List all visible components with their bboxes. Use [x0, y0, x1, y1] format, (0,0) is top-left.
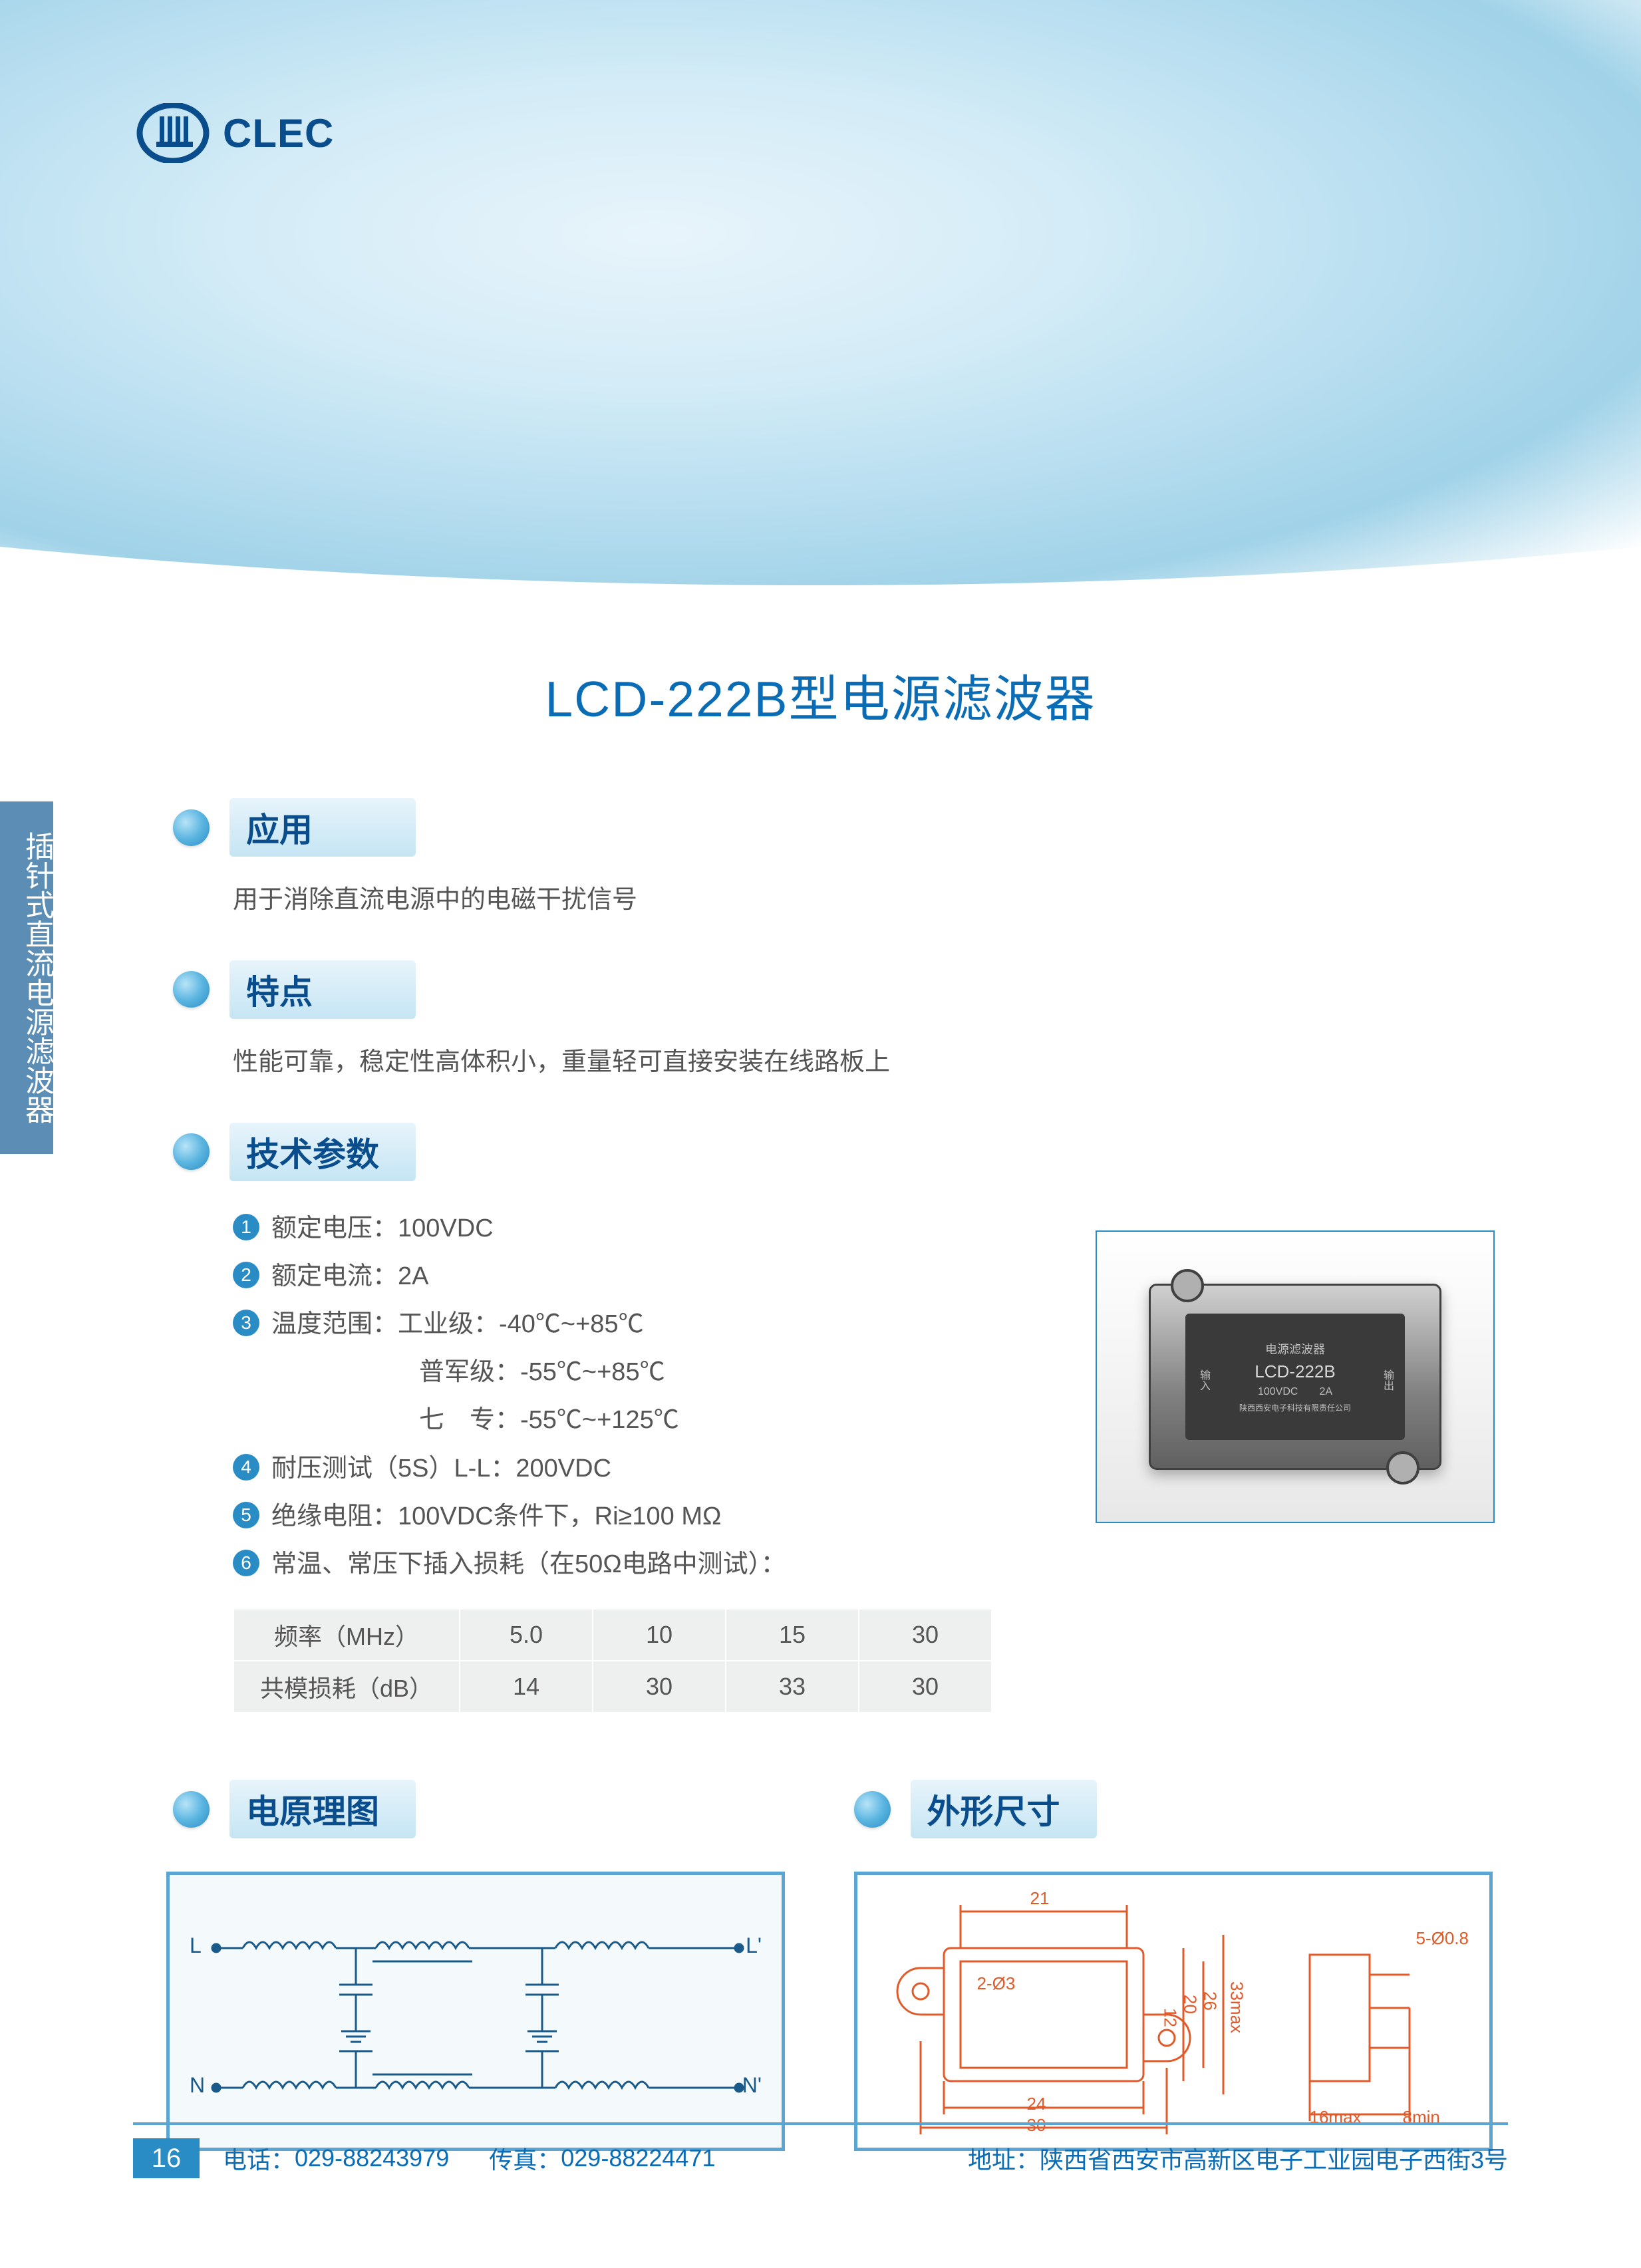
dim-label: 12 [1160, 2008, 1181, 2027]
device-label-top: 电源滤波器 [1265, 1340, 1325, 1357]
device-label-out: 输出 [1379, 1369, 1395, 1391]
section-header-specs: 技术参数 [173, 1123, 1508, 1181]
section-header-application: 应用 [173, 798, 1508, 857]
table-cell: 频率（MHz） [233, 1609, 460, 1661]
dim-label: 24 [1027, 2094, 1046, 2114]
product-photo: 电源滤波器 输入 LCD-222B 100VDC 2A 输出 陕西西安电子科技有… [1096, 1230, 1495, 1523]
section-title: 电原理图 [229, 1780, 416, 1838]
table-cell: 30 [859, 1609, 992, 1661]
circuit-label-L-prime: L' [746, 1933, 762, 1958]
table-row: 频率（MHz） 5.0 10 15 30 [233, 1609, 992, 1661]
circuit-diagram: L L' N N' [166, 1872, 785, 2151]
bullet-icon [173, 971, 210, 1008]
bullet-icon [173, 809, 210, 846]
table-cell: 14 [460, 1661, 593, 1713]
dim-label: 21 [1030, 1888, 1050, 1909]
section-title: 应用 [229, 798, 416, 857]
circuit-label-L: L [190, 1933, 202, 1958]
mount-hole-icon [1171, 1269, 1204, 1302]
section-header-dimensions: 外形尺寸 [854, 1780, 1509, 1838]
spec-number: 3 [233, 1310, 259, 1336]
spec-number: 1 [233, 1214, 259, 1240]
spec-number: 4 [233, 1454, 259, 1481]
section-header-circuit: 电原理图 [173, 1780, 827, 1838]
dim-label: 5-Ø0.8 [1416, 1928, 1469, 1949]
spec-item: 6 常温、常压下插入损耗（在50Ω电路中测试）： [233, 1540, 1508, 1588]
table-row: 共模损耗（dB） 14 30 33 30 [233, 1661, 992, 1713]
circuit-label-N-prime: N' [742, 2073, 762, 2098]
fax-value: 029-88224471 [561, 2144, 715, 2172]
circuit-label-N: N [190, 2073, 205, 2098]
addr-label: 地址： [968, 2141, 1040, 2176]
mount-hole-icon [1386, 1451, 1419, 1485]
spec-text: 温度范围：工业级：-40℃~+85℃ [271, 1300, 644, 1348]
dimensions-column: 外形尺寸 [854, 1780, 1509, 2151]
dim-label: 33max [1227, 1981, 1247, 2033]
dimension-drawing: 21 2-Ø3 24 30 12 20 26 33max 5-Ø0.8 16ma… [854, 1872, 1493, 2151]
fax-label: 传真： [489, 2141, 561, 2176]
bullet-icon [173, 1133, 210, 1170]
device-model: LCD-222B [1255, 1361, 1335, 1382]
device-company: 陕西西安电子科技有限责任公司 [1239, 1402, 1351, 1413]
bullet-icon [854, 1791, 891, 1828]
spec-text: 额定电流：2A [271, 1252, 428, 1300]
two-column-row: 电原理图 [173, 1780, 1508, 2151]
circuit-column: 电原理图 [173, 1780, 827, 2151]
spec-text: 常温、常压下插入损耗（在50Ω电路中测试）： [271, 1540, 786, 1588]
section-title: 外形尺寸 [911, 1780, 1097, 1838]
section-title: 技术参数 [229, 1123, 416, 1181]
table-cell: 30 [859, 1661, 992, 1713]
table-cell: 30 [593, 1661, 726, 1713]
spec-number: 2 [233, 1262, 259, 1288]
page-number: 16 [133, 2138, 200, 2178]
device-label-panel: 电源滤波器 输入 LCD-222B 100VDC 2A 输出 陕西西安电子科技有… [1185, 1314, 1405, 1440]
page-title: LCD-222B型电源滤波器 [545, 658, 1096, 731]
spec-number: 5 [233, 1502, 259, 1528]
bullet-icon [173, 1791, 210, 1828]
spec-text: 额定电压：100VDC [271, 1205, 494, 1252]
device-rating: 100VDC 2A [1255, 1382, 1335, 1398]
table-cell: 15 [726, 1609, 859, 1661]
addr-value: 陕西省西安市高新区电子工业园电子西街3号 [1040, 2141, 1508, 2176]
phone-label: 电话： [223, 2141, 295, 2176]
dim-label: 30 [1027, 2115, 1046, 2136]
table-cell: 5.0 [460, 1609, 593, 1661]
table-cell: 共模损耗（dB） [233, 1661, 460, 1713]
device-label-in: 输入 [1195, 1369, 1211, 1391]
frequency-table: 频率（MHz） 5.0 10 15 30 共模损耗（dB） 14 30 33 3… [233, 1608, 992, 1713]
dim-label: 2-Ø3 [977, 1973, 1016, 1994]
page-footer: 16 电话： 029-88243979 传真： 029-88224471 地址：… [133, 2138, 1508, 2178]
section-header-features: 特点 [173, 960, 1508, 1019]
brand-logo: CLEC [136, 103, 334, 163]
table-cell: 33 [726, 1661, 859, 1713]
section-title: 特点 [229, 960, 416, 1019]
spec-text: 绝缘电阻：100VDC条件下，Ri≥100 MΩ [271, 1492, 721, 1540]
logo-text: CLEC [223, 110, 334, 156]
header-banner [0, 0, 1641, 585]
table-cell: 10 [593, 1609, 726, 1661]
side-category-tab: 插针式直流电源滤波器 [0, 801, 53, 1154]
dim-label: 26 [1200, 1991, 1221, 2011]
application-body: 用于消除直流电源中的电磁干扰信号 [173, 880, 1508, 921]
dim-label: 20 [1180, 1995, 1201, 2014]
device-body: 电源滤波器 输入 LCD-222B 100VDC 2A 输出 陕西西安电子科技有… [1149, 1284, 1441, 1470]
footer-divider [133, 2122, 1508, 2125]
phone-value: 029-88243979 [295, 2144, 449, 2172]
logo-icon [136, 103, 216, 163]
spec-text: 耐压测试（5S）L-L：200VDC [271, 1445, 611, 1492]
features-body: 性能可靠，稳定性高体积小，重量轻可直接安装在线路板上 [173, 1042, 1508, 1083]
spec-number: 6 [233, 1550, 259, 1576]
